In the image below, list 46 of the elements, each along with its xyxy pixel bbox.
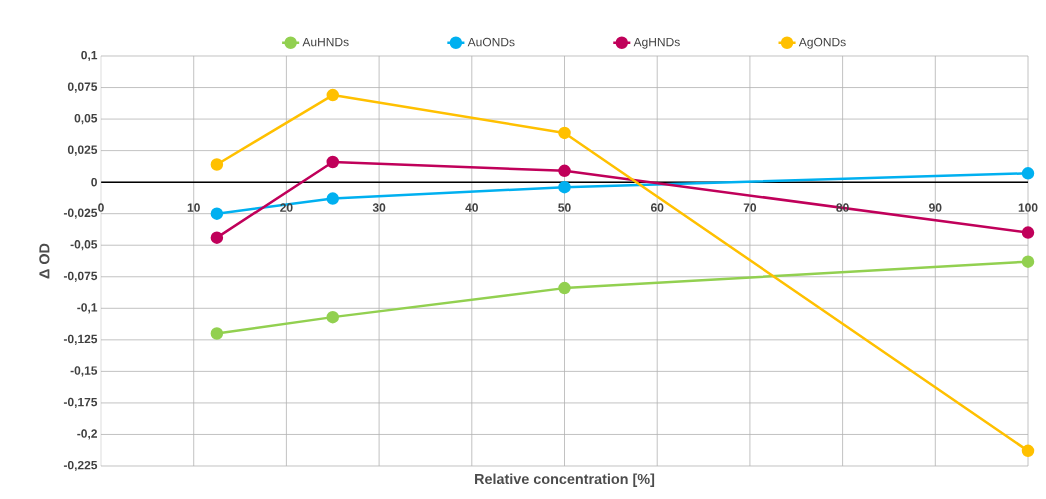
y-axis-title: Δ OD: [39, 243, 50, 279]
y-tick-label: -0,1: [77, 303, 98, 314]
point: [1021, 226, 1035, 239]
x-tick-label: 90: [929, 203, 942, 212]
point: [210, 207, 224, 220]
y-tick-label: 0,1: [81, 50, 98, 62]
y-tick-label: 0,05: [74, 113, 98, 125]
point: [210, 231, 224, 244]
x-tick-label: 40: [465, 203, 478, 212]
point: [558, 164, 571, 178]
point: [210, 327, 224, 340]
y-tick-label: -0,05: [70, 240, 98, 251]
x-tick-label: 80: [836, 203, 849, 212]
y-tick-label: 0: [91, 177, 97, 187]
point: [1021, 167, 1035, 180]
x-tick-label: 100: [1018, 203, 1038, 212]
point: [558, 126, 571, 140]
y-tick-label: -0,025: [63, 208, 98, 219]
x-axis-title: Relative concentration [%]: [475, 473, 655, 487]
x-tick-label: 0: [98, 203, 104, 212]
point: [326, 192, 340, 205]
point: [1021, 255, 1035, 268]
y-tick-label: -0,2: [77, 429, 97, 440]
x-tick-label: 30: [372, 203, 386, 212]
y-tick-label: -0,15: [70, 366, 98, 377]
point: [558, 281, 571, 295]
point: [326, 155, 340, 169]
legend-label: AgONDs: [798, 37, 846, 49]
point: [1021, 444, 1035, 458]
x-tick-label: 70: [743, 203, 757, 212]
y-tick-label: 0,025: [67, 145, 98, 156]
point: [210, 158, 224, 171]
y-tick-label: -0,075: [63, 271, 98, 282]
legend-label: AuHNDs: [302, 37, 349, 47]
legend-label: AgHNDs: [633, 37, 680, 49]
point: [326, 310, 340, 324]
point: [326, 88, 340, 102]
y-tick-label: -0,225: [63, 460, 98, 472]
point: [558, 180, 571, 194]
y-tick-label: 0,075: [67, 82, 98, 93]
y-tick-label: -0,125: [63, 334, 98, 345]
x-tick-label: 10: [187, 203, 200, 212]
x-tick-label: 50: [558, 203, 571, 212]
legend-label: AuONDs: [467, 37, 515, 47]
y-tick-label: -0,175: [63, 397, 98, 409]
x-tick-label: 60: [650, 203, 664, 212]
